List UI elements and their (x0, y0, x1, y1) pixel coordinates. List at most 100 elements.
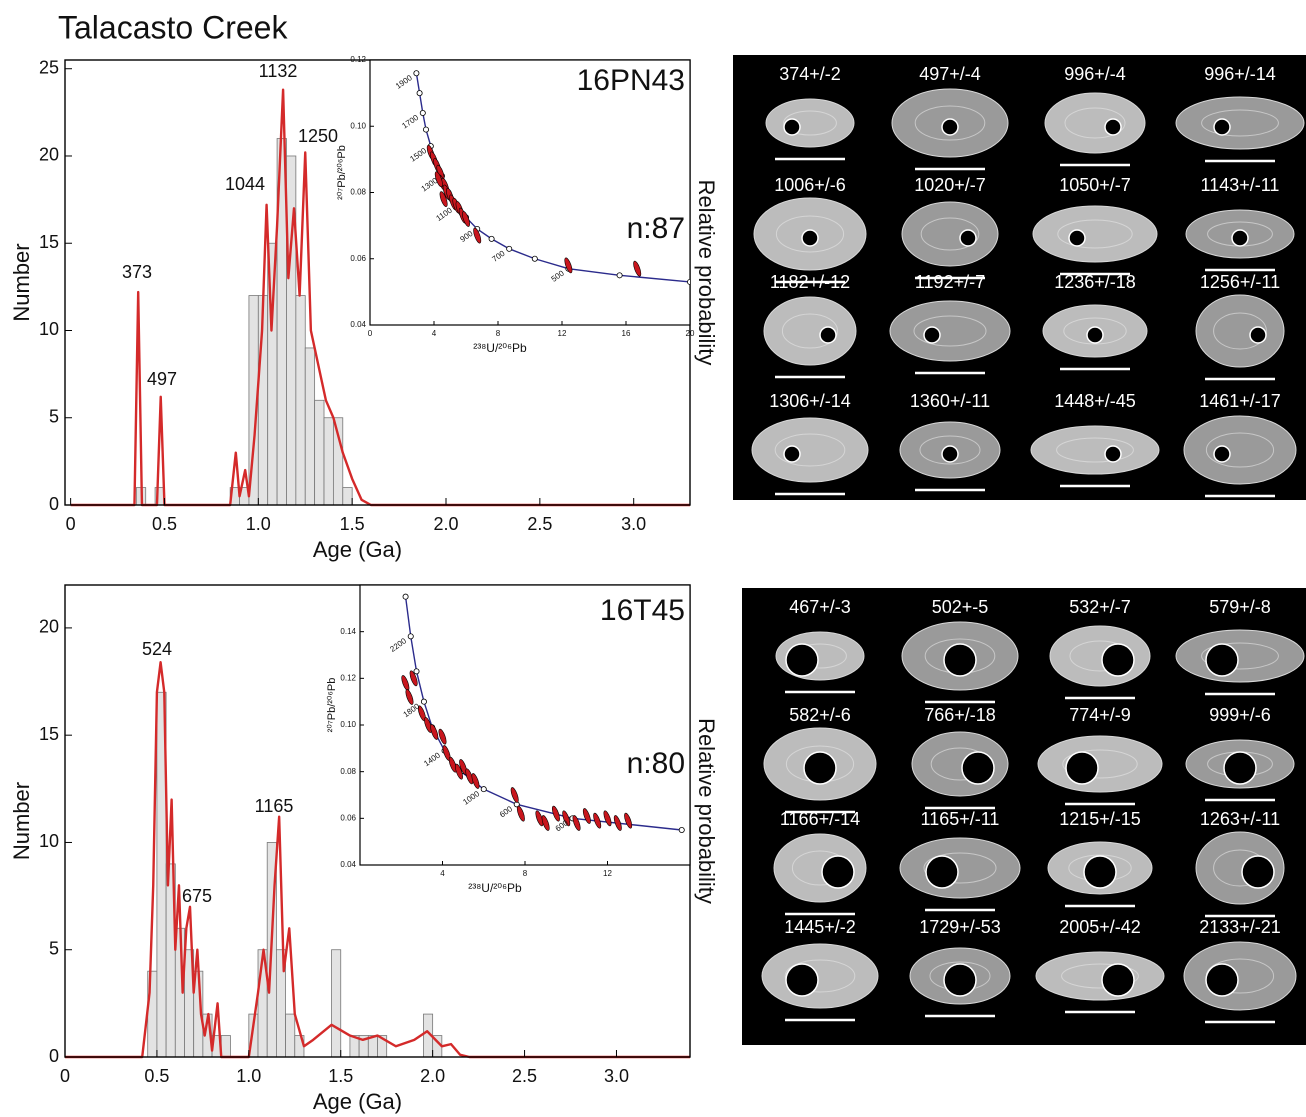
concordia-point (678, 827, 685, 834)
x-tick-label: 1.5 (328, 1066, 353, 1086)
grain-zoning (784, 959, 856, 993)
grain-zoning (1061, 963, 1139, 989)
sample-count: n:87 (627, 212, 685, 245)
y-axis-label: Number (9, 243, 34, 321)
y2-axis-label: Relative probability (694, 718, 719, 904)
analysis-spot (943, 963, 977, 997)
grain-image (899, 837, 1021, 899)
analysis-spot (1104, 118, 1122, 136)
grain-zoning (1063, 317, 1127, 345)
grain-age-label: 2005+/-42 (1059, 917, 1141, 937)
histogram-bar (220, 1035, 231, 1058)
analysis-ellipse (510, 787, 519, 803)
grain-age-label: 1050+/-7 (1059, 175, 1131, 195)
concordia-point (419, 110, 426, 117)
analysis-spot (1205, 963, 1239, 997)
histogram-bar (323, 417, 334, 506)
grain-age-label: 1306+/-14 (769, 391, 851, 411)
analysis-ellipse (603, 810, 612, 827)
grain-zoning (783, 110, 837, 136)
inset-y-tick-label: 0.08 (350, 188, 366, 197)
x-tick-label: 2.0 (420, 1066, 445, 1086)
grain-age-label: 582+/-6 (789, 705, 851, 725)
analysis-spot (1205, 643, 1239, 677)
peak-label: 497 (147, 369, 177, 389)
grain-image (901, 201, 999, 267)
inset-x-label: ²³⁸U/²⁰⁶Pb (468, 881, 522, 895)
grain-age-label: 996+/-4 (1064, 64, 1126, 84)
grain-age-label: 1020+/-7 (914, 175, 986, 195)
histogram-bar (342, 487, 353, 506)
concordia-point (413, 668, 420, 675)
inset-y-tick-label: 0.06 (350, 254, 366, 263)
analysis-spot (925, 855, 959, 889)
concordia-point (413, 70, 420, 77)
analysis-ellipse (624, 812, 633, 829)
grain-zoning (919, 435, 981, 465)
inset-x-tick-label: 16 (622, 329, 631, 338)
grain-image (1175, 96, 1305, 150)
grain-zoning (774, 433, 846, 467)
inset-x-tick-label: 4 (432, 329, 437, 338)
grain-age-label: 1192+/-7 (915, 272, 985, 292)
analysis-spot (1241, 855, 1275, 889)
analysis-ellipse (405, 689, 414, 705)
concordia-point (422, 126, 429, 133)
y-tick-label: 15 (39, 232, 59, 252)
grain-age-label: 1256+/-11 (1200, 272, 1280, 292)
grain-zoning (1213, 312, 1267, 350)
grain-age-label: 996+/-14 (1204, 64, 1276, 84)
inset-x-tick-label: 20 (686, 329, 695, 338)
analysis-spot (783, 445, 801, 463)
sample-name: 16PN43 (577, 64, 685, 97)
grain-age-label: 1182+/-12 (770, 272, 850, 292)
grain-age-label: 1166+/-14 (780, 809, 860, 829)
sample-count: n:80 (627, 747, 685, 780)
y-tick-label: 25 (39, 57, 59, 77)
grain-age-label: 1143+/-11 (1201, 175, 1280, 195)
analysis-spot (785, 643, 819, 677)
grain-age-label: 766+/-18 (924, 705, 996, 725)
analysis-spot (785, 963, 819, 997)
histogram-bar (314, 399, 325, 506)
inset-y-label: ²⁰⁷Pb/²⁰⁶Pb (326, 678, 338, 733)
grain-zoning (775, 215, 845, 253)
analysis-ellipse (439, 191, 448, 207)
analysis-ellipse (473, 227, 482, 244)
analysis-spot (1213, 118, 1231, 136)
y-tick-label: 20 (39, 145, 59, 165)
analysis-ellipse (541, 815, 550, 831)
grain-zoning (1057, 219, 1133, 249)
inset-y-tick-label: 0.12 (340, 673, 356, 682)
x-tick-label: 1.5 (340, 514, 365, 534)
inset-x-tick-label: 12 (603, 869, 612, 878)
analysis-ellipse (593, 812, 602, 829)
analysis-ellipse (613, 815, 622, 831)
inset-y-tick-label: 0.06 (340, 813, 356, 822)
x-tick-label: 3.0 (604, 1066, 629, 1086)
sample-name: 16T45 (600, 594, 685, 627)
y-tick-label: 0 (49, 1046, 59, 1066)
analysis-spot (941, 445, 959, 463)
inset-y-tick-label: 0.04 (340, 860, 356, 869)
analysis-spot (923, 326, 941, 344)
analysis-spot (819, 326, 837, 344)
inset-y-tick-label: 0.08 (340, 767, 356, 776)
analysis-spot (1086, 326, 1104, 344)
histogram-bar (304, 347, 316, 506)
analysis-spot (959, 229, 977, 247)
inset-y-tick-label: 0.12 (350, 55, 366, 64)
histogram-bar (331, 949, 342, 1058)
grain-image (1037, 735, 1163, 793)
grain-zoning (1201, 109, 1279, 137)
grain-age-label: 1215+/-15 (1059, 809, 1141, 829)
grain-image (1030, 425, 1160, 475)
analysis-spot (1223, 751, 1257, 785)
analysis-ellipse (430, 724, 439, 740)
inset-y-tick-label: 0.10 (350, 121, 366, 130)
grain-age-label: 999+/-6 (1209, 705, 1271, 725)
figure-title: Talacasto Creek (58, 9, 288, 45)
grain-zoning (913, 315, 987, 347)
y-tick-label: 10 (39, 831, 59, 851)
